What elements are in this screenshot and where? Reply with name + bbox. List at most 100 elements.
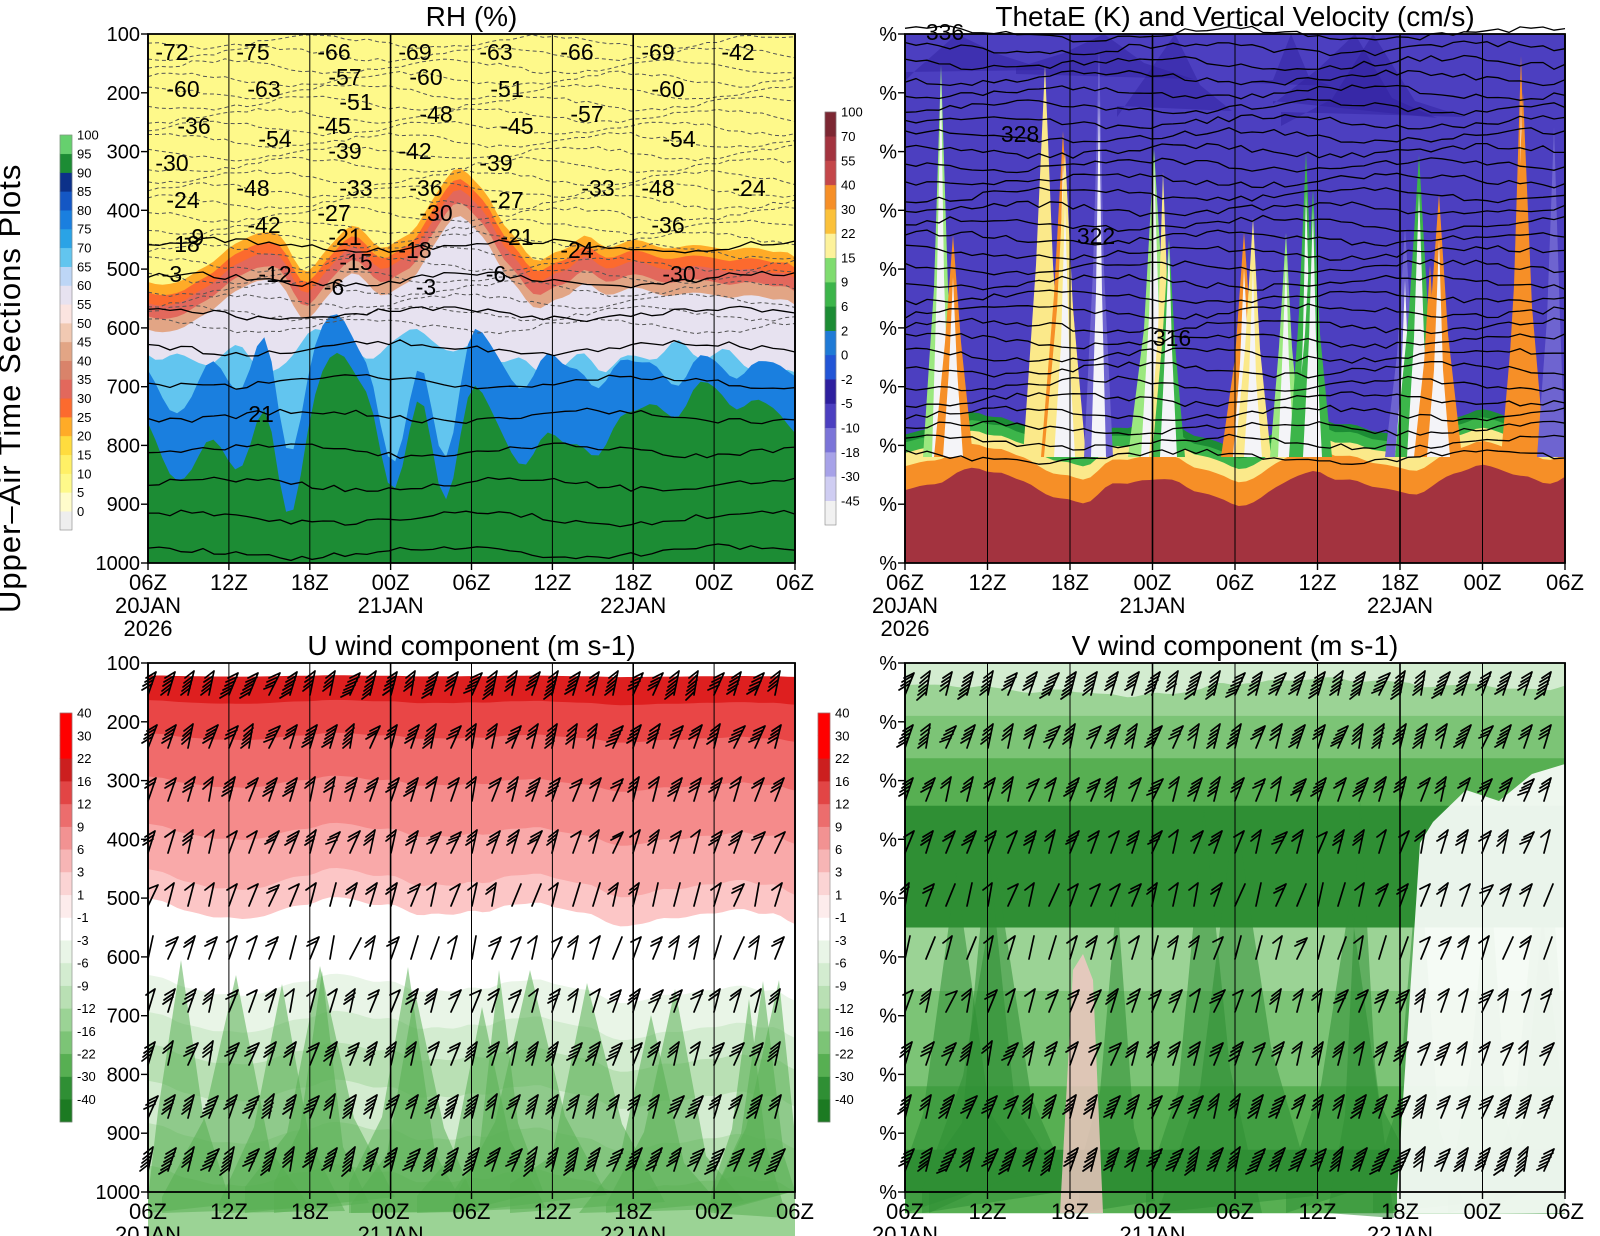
svg-text:200: 200 (107, 712, 140, 734)
svg-text:-57: -57 (328, 64, 361, 90)
svg-text:600: 600 (107, 318, 140, 340)
svg-text:00Z: 00Z (695, 1199, 733, 1224)
svg-text:%: % (879, 771, 897, 793)
svg-text:400: 400 (107, 200, 140, 222)
svg-text:06Z: 06Z (776, 1199, 814, 1224)
svg-text:30: 30 (841, 202, 855, 217)
svg-text:316: 316 (1153, 325, 1191, 351)
svg-text:-9: -9 (77, 978, 89, 993)
svg-text:6: 6 (841, 299, 848, 314)
svg-text:75: 75 (77, 222, 91, 237)
svg-text:500: 500 (107, 888, 140, 910)
svg-text:-30: -30 (77, 1069, 96, 1084)
svg-text:-63: -63 (247, 76, 280, 102)
svg-text:%: % (879, 83, 897, 105)
svg-text:6: 6 (77, 842, 84, 857)
svg-text:06Z: 06Z (1216, 1199, 1254, 1224)
svg-text:100: 100 (107, 653, 140, 675)
svg-text:%: % (879, 259, 897, 281)
svg-text:21JAN: 21JAN (1119, 1222, 1185, 1236)
svg-text:6: 6 (835, 842, 842, 857)
svg-text:30: 30 (77, 391, 91, 406)
svg-text:-2: -2 (841, 372, 853, 387)
svg-text:10: 10 (77, 466, 91, 481)
svg-text:90: 90 (77, 165, 91, 180)
svg-text:-6: -6 (324, 274, 344, 300)
svg-text:00Z: 00Z (372, 1199, 410, 1224)
svg-text:30: 30 (835, 728, 849, 743)
svg-text:65: 65 (77, 259, 91, 274)
svg-text:-21: -21 (328, 224, 361, 250)
svg-text:5: 5 (77, 485, 84, 500)
svg-text:06Z: 06Z (453, 570, 491, 595)
svg-text:-33: -33 (581, 175, 614, 201)
svg-text:06Z: 06Z (886, 1199, 924, 1224)
svg-text:50: 50 (77, 316, 91, 331)
svg-text:20JAN: 20JAN (115, 593, 181, 618)
svg-text:-42: -42 (721, 39, 754, 65)
svg-text:700: 700 (107, 1006, 140, 1028)
svg-text:12: 12 (77, 797, 91, 812)
svg-text:-18: -18 (841, 445, 860, 460)
svg-text:-3: -3 (835, 933, 847, 948)
svg-text:18Z: 18Z (614, 570, 652, 595)
svg-text:%: % (879, 829, 897, 851)
svg-text:-21: -21 (500, 224, 533, 250)
svg-text:-24: -24 (166, 187, 199, 213)
svg-text:06Z: 06Z (1216, 570, 1254, 595)
svg-text:12Z: 12Z (210, 570, 248, 595)
svg-text:06Z: 06Z (1546, 570, 1584, 595)
svg-text:40: 40 (77, 706, 91, 721)
svg-text:-48: -48 (419, 101, 452, 127)
svg-text:00Z: 00Z (1464, 570, 1502, 595)
svg-text:%: % (879, 1064, 897, 1086)
svg-text:2: 2 (841, 323, 848, 338)
svg-text:400: 400 (107, 829, 140, 851)
svg-text:-5: -5 (841, 396, 853, 411)
svg-text:22JAN: 22JAN (600, 593, 666, 618)
svg-text:20JAN: 20JAN (872, 593, 938, 618)
svg-text:-45: -45 (500, 113, 533, 139)
svg-text:-66: -66 (317, 39, 350, 65)
svg-text:-40: -40 (77, 1092, 96, 1107)
svg-text:1: 1 (835, 888, 842, 903)
svg-text:100: 100 (841, 105, 863, 120)
svg-text:18Z: 18Z (1381, 1199, 1419, 1224)
svg-text:-51: -51 (490, 76, 523, 102)
svg-text:300: 300 (107, 142, 140, 164)
svg-text:-75: -75 (236, 39, 269, 65)
svg-text:-40: -40 (835, 1092, 854, 1107)
svg-text:900: 900 (107, 1123, 140, 1145)
svg-text:-36: -36 (409, 175, 442, 201)
svg-text:%: % (879, 24, 897, 46)
svg-text:18Z: 18Z (291, 1199, 329, 1224)
svg-text:00Z: 00Z (1464, 1199, 1502, 1224)
svg-text:20JAN: 20JAN (115, 1222, 181, 1236)
svg-text:00Z: 00Z (1134, 570, 1172, 595)
svg-text:18Z: 18Z (1051, 1199, 1089, 1224)
svg-text:%: % (879, 1123, 897, 1145)
svg-text:12Z: 12Z (533, 570, 571, 595)
svg-text:-9: -9 (835, 978, 847, 993)
svg-text:-1: -1 (77, 910, 89, 925)
svg-text:-54: -54 (258, 126, 291, 152)
svg-text:800: 800 (107, 1064, 140, 1086)
svg-text:40: 40 (841, 178, 855, 193)
svg-text:20: 20 (77, 429, 91, 444)
svg-text:22: 22 (77, 751, 91, 766)
svg-text:22JAN: 22JAN (1367, 593, 1433, 618)
svg-text:12Z: 12Z (533, 1199, 571, 1224)
svg-text:12Z: 12Z (210, 1199, 248, 1224)
svg-text:3: 3 (77, 865, 84, 880)
svg-text:40: 40 (835, 706, 849, 721)
svg-text:-51: -51 (339, 89, 372, 115)
svg-text:-39: -39 (479, 150, 512, 176)
svg-text:%: % (879, 377, 897, 399)
svg-text:-66: -66 (560, 39, 593, 65)
svg-text:9: 9 (77, 819, 84, 834)
svg-text:-36: -36 (651, 212, 684, 238)
svg-text:18Z: 18Z (614, 1199, 652, 1224)
svg-text:06Z: 06Z (129, 1199, 167, 1224)
svg-text:06Z: 06Z (129, 570, 167, 595)
svg-text:12Z: 12Z (1299, 1199, 1337, 1224)
